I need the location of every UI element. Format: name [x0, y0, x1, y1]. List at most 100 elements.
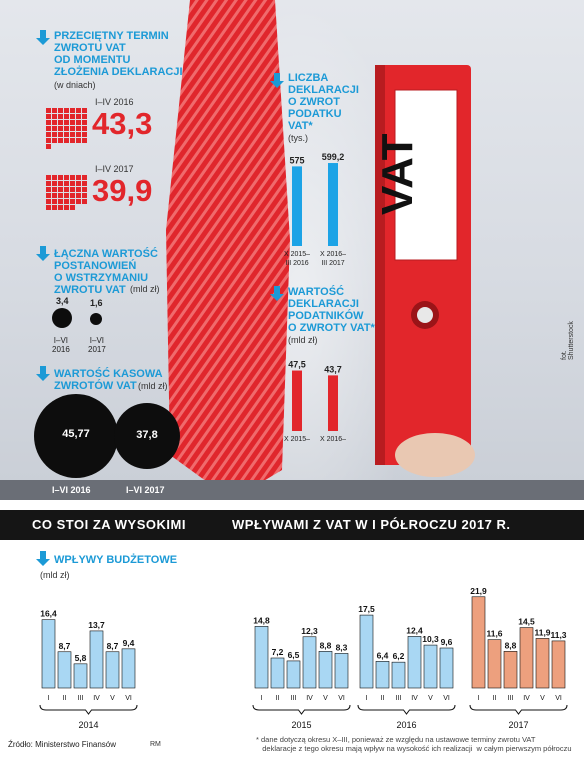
day-square	[70, 120, 75, 125]
avg-term-value-2017: 39,9	[92, 173, 153, 208]
month-label: VI	[338, 695, 345, 702]
day-square	[46, 144, 51, 149]
day-square	[52, 199, 57, 204]
bar-value-label: 9,4	[123, 638, 135, 648]
day-square	[52, 187, 57, 192]
month-label: IV	[306, 695, 313, 702]
day-square	[82, 138, 87, 143]
bar	[41, 619, 56, 689]
day-square	[46, 114, 51, 119]
day-square	[70, 199, 75, 204]
bar	[391, 661, 406, 689]
day-square	[76, 193, 81, 198]
bar	[73, 663, 88, 689]
cash-title: WARTOŚĆ KASOWA ZWROTÓW VAT	[54, 368, 163, 392]
source-note: Źródło: Ministerstwo Finansów	[8, 740, 117, 749]
day-square	[70, 138, 75, 143]
avg-term-label-2016: I–IV 2016	[95, 97, 134, 107]
bar-value-label: 5,8	[75, 653, 87, 663]
day-square	[52, 114, 57, 119]
day-square	[46, 138, 51, 143]
cash-value-2017: 37,8	[136, 429, 158, 441]
day-square	[82, 175, 87, 180]
day-square	[58, 108, 63, 113]
bar-value-label: 9,6	[441, 637, 453, 647]
headline-right: WPŁYWAMI Z VAT W I PÓŁROCZU 2017 R.	[232, 517, 511, 532]
day-square	[82, 108, 87, 113]
value-decl-title: WARTOŚĆ DEKLARACJI PODATNIKÓW O ZWROTY V…	[288, 286, 375, 334]
value-decl-unit: (mld zł)	[288, 335, 318, 345]
withheld-label-2016: I–VI 2016	[52, 336, 70, 354]
month-label: IV	[523, 695, 530, 702]
day-square	[64, 114, 69, 119]
bar-value-label: 13,7	[88, 620, 105, 630]
bar	[328, 375, 338, 431]
down-arrow-icon	[36, 366, 50, 381]
footnote: * dane dotyczą okresu X–III, ponieważ ze…	[256, 735, 572, 753]
bar-value-label: 6,2	[393, 651, 405, 661]
headline-banner	[0, 510, 584, 540]
day-square	[58, 114, 63, 119]
day-square	[64, 108, 69, 113]
bar-value-label: 12,4	[406, 625, 423, 635]
year-bracket	[357, 704, 456, 715]
day-square	[64, 175, 69, 180]
month-label: III	[396, 695, 402, 702]
budget-chart: 16,4I8,7II5,8III13,7IV8,7V9,4VI201414,8I…	[39, 586, 568, 730]
squares-2016	[46, 108, 87, 149]
day-square	[76, 181, 81, 186]
bar	[302, 636, 317, 689]
day-square	[82, 114, 87, 119]
withheld-title: ŁĄCZNA WARTOŚĆ POSTANOWIEŃ O WSTRZYMANIU…	[54, 248, 158, 296]
day-square	[58, 175, 63, 180]
declarations-title: LICZBA DEKLARACJI O ZWROT PODATKU VAT*	[288, 72, 359, 132]
month-label: VI	[443, 695, 450, 702]
day-square	[46, 205, 51, 210]
headline-left: CO STOI ZA WYSOKIMI	[32, 517, 186, 532]
month-label: VI	[125, 695, 132, 702]
bar	[121, 648, 136, 689]
day-square	[52, 175, 57, 180]
day-square	[64, 181, 69, 186]
cash-circle-2016	[34, 394, 118, 478]
day-square	[46, 187, 51, 192]
day-square	[76, 126, 81, 131]
day-square	[46, 120, 51, 125]
month-label: II	[493, 695, 497, 702]
year-label: 2017	[508, 720, 528, 730]
down-arrow-icon	[36, 551, 50, 566]
bar	[254, 626, 269, 689]
down-arrow-icon	[36, 30, 50, 45]
month-label: V	[540, 695, 545, 702]
day-square	[52, 181, 57, 186]
day-square	[64, 132, 69, 137]
photo-credit: fot. Shutterstock	[561, 321, 575, 360]
day-square	[76, 187, 81, 192]
bar	[286, 660, 301, 689]
withheld-value-2016: 3,4	[56, 296, 69, 306]
cash-label-2017: I–VI 2017	[126, 485, 165, 495]
bar	[423, 644, 438, 689]
day-square	[46, 126, 51, 131]
bar	[471, 596, 486, 689]
bar-value-label: 7,2	[272, 647, 284, 657]
month-label: III	[78, 695, 84, 702]
bar-value-label: 14,5	[518, 617, 535, 627]
bar-value-label: 47,5	[288, 360, 306, 370]
bar	[334, 653, 349, 689]
day-square	[70, 193, 75, 198]
day-square	[82, 132, 87, 137]
down-arrow-icon	[270, 286, 284, 301]
day-square	[46, 199, 51, 204]
month-label: V	[428, 695, 433, 702]
bar-value-label: 8,7	[59, 641, 71, 651]
avg-term-label-2017: I–IV 2017	[95, 164, 134, 174]
declarations-chart: 575 X 2015– III 2016 599,2 X 2016– III 2017	[284, 152, 346, 267]
cash-label-2016: I–VI 2016	[52, 485, 91, 495]
day-square	[58, 126, 63, 131]
day-square	[70, 175, 75, 180]
category-label: X 2016–	[320, 436, 346, 443]
day-square	[46, 175, 51, 180]
bar-value-label: 8,7	[107, 641, 119, 651]
